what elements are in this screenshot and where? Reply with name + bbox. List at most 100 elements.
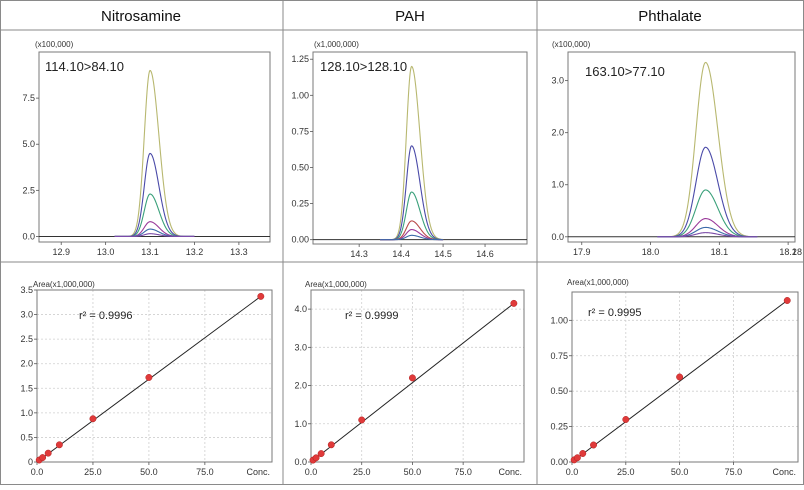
y-tick-label: 1.0 — [294, 419, 307, 429]
x-tick-label: 0.0 — [305, 467, 318, 477]
peak-trace-5 — [657, 232, 758, 238]
x-tick-label: 75.0 — [725, 467, 743, 477]
y-tick-label: 0.0 — [294, 457, 307, 467]
y-tick-label: 0.50 — [291, 162, 309, 172]
header-nitrosamine: Nitrosamine — [101, 8, 181, 25]
y-tick-label: 4.0 — [294, 304, 307, 314]
y-axis-label: Area(x1,000,000) — [567, 278, 629, 287]
plot-frame — [310, 289, 525, 463]
y-tick-label: 3.5 — [20, 285, 33, 295]
peak-trace-1 — [380, 145, 444, 241]
plot-frame — [312, 51, 528, 245]
x-tick-label: 12.9 — [52, 247, 70, 257]
plot-frame — [571, 291, 799, 463]
peak-trace-0 — [114, 69, 195, 238]
y-tick-label: 1.00 — [550, 315, 568, 325]
y-tick-label: 5.0 — [22, 139, 35, 149]
transition-label: 114.10>84.10 — [45, 59, 124, 74]
data-point — [55, 441, 63, 449]
peak-trace-0 — [657, 61, 758, 238]
y-scale-label: (x100,000) — [35, 40, 74, 49]
plot-frame — [38, 51, 271, 243]
y-scale-label: (x100,000) — [552, 40, 591, 49]
y-scale-label: (x1,000,000) — [314, 40, 359, 49]
x-tick-label: 50.0 — [404, 467, 422, 477]
y-tick-label: 0.0 — [22, 231, 35, 241]
x-axis-label: Conc. — [246, 467, 270, 477]
data-point — [579, 450, 587, 457]
x-tick-label: 17.9 — [573, 247, 591, 257]
x-axis-label: Conc. — [498, 467, 522, 477]
fit-line — [571, 300, 788, 463]
x-tick-label: 13.2 — [186, 247, 204, 257]
x-tick-label: 50.0 — [140, 467, 158, 477]
chromatogram-pah: 0.00 0.25 0.50 0.75 1.00 1.25 14.3 14.4 14.5 14.6… — [291, 40, 528, 259]
plot-frame — [567, 51, 796, 243]
y-tick-label: 3.0 — [20, 310, 33, 320]
y-tick-label: 0 — [28, 457, 33, 467]
x-tick-label: 18.1 — [711, 247, 729, 257]
peak-trace-2 — [657, 189, 758, 238]
data-point — [39, 454, 47, 462]
r-squared-label: r² = 0.9995 — [588, 307, 642, 319]
x-axis-label: Conc. — [772, 467, 796, 477]
x-tick-label: 0.0 — [566, 467, 579, 477]
peak-trace-5 — [114, 233, 195, 238]
data-point — [257, 292, 265, 300]
x-tick-label: 75.0 — [196, 467, 214, 477]
data-point — [590, 441, 597, 449]
data-point — [44, 449, 52, 457]
y-tick-label: 0.5 — [20, 432, 33, 442]
peak-trace-4 — [114, 228, 195, 238]
x-tick-label: 13.3 — [230, 247, 248, 257]
y-tick-label: 0.00 — [291, 235, 309, 245]
data-point — [622, 416, 630, 423]
plot-frame — [36, 289, 273, 463]
y-axis-label: Area(x1,000,000) — [33, 280, 95, 289]
x-tick-label: 25.0 — [617, 467, 635, 477]
transition-label: 163.10>77.10 — [585, 64, 665, 79]
data-point — [408, 374, 416, 382]
y-tick-label: 2.0 — [20, 359, 33, 369]
peak-trace-5 — [380, 234, 444, 241]
x-tick-label: 25.0 — [353, 467, 371, 477]
data-point — [783, 297, 791, 304]
y-tick-label: 1.25 — [291, 54, 309, 64]
peak-trace-1 — [657, 146, 758, 238]
y-tick-label: 7.5 — [22, 93, 35, 103]
header-phthalate: Phthalate — [638, 8, 701, 25]
data-point — [317, 450, 325, 458]
y-tick-label: 1.5 — [20, 383, 33, 393]
y-tick-label: 0.75 — [550, 351, 568, 361]
r-squared-label: r² = 0.9999 — [345, 310, 399, 322]
data-point — [89, 415, 97, 423]
data-point — [145, 374, 153, 381]
y-tick-label: 1.0 — [551, 180, 564, 190]
data-point — [358, 416, 366, 424]
y-tick-label: 2.0 — [551, 128, 564, 138]
column-headers: Nitrosamine PAH Phthalate — [101, 8, 702, 25]
x-tick-label: 14.5 — [434, 249, 452, 259]
calibration-pah: 0.0 1.0 2.0 3.0 4.0 0.0 25.0 50.0 75.0 Area(x1,00… — [294, 280, 525, 477]
y-tick-label: 0.25 — [550, 422, 568, 432]
data-point — [510, 299, 518, 307]
peak-trace-2 — [380, 191, 444, 241]
y-tick-label: 0.50 — [550, 386, 568, 396]
x-tick-label: 14.4 — [392, 249, 410, 259]
x-tick-label-clipped: 18 — [792, 247, 802, 257]
x-tick-label: 18.0 — [642, 247, 660, 257]
chromatogram-phthalate: 0.0 1.0 2.0 3.0 17.9 18.0 18.1 18.218 (x100,000)… — [551, 40, 802, 257]
x-tick-label: 25.0 — [84, 467, 102, 477]
y-tick-label: 2.5 — [20, 334, 33, 344]
x-tick-label: 18.2 — [779, 247, 797, 257]
x-tick-label: 13.1 — [141, 247, 159, 257]
fit-line — [310, 302, 515, 463]
x-tick-label: 14.3 — [350, 249, 368, 259]
transition-label: 128.10>128.10 — [320, 59, 407, 74]
data-point — [312, 454, 320, 462]
calibration-phthalate: 0.00 0.25 0.50 0.75 1.00 0.0 25.0 50.0 75.0 Area(… — [550, 278, 799, 477]
chromatogram-nitrosamine: 0.0 2.5 5.0 7.5 12.9 13.0 13.1 13.2 13.3 (x100,00… — [22, 40, 271, 257]
data-point — [327, 441, 335, 449]
